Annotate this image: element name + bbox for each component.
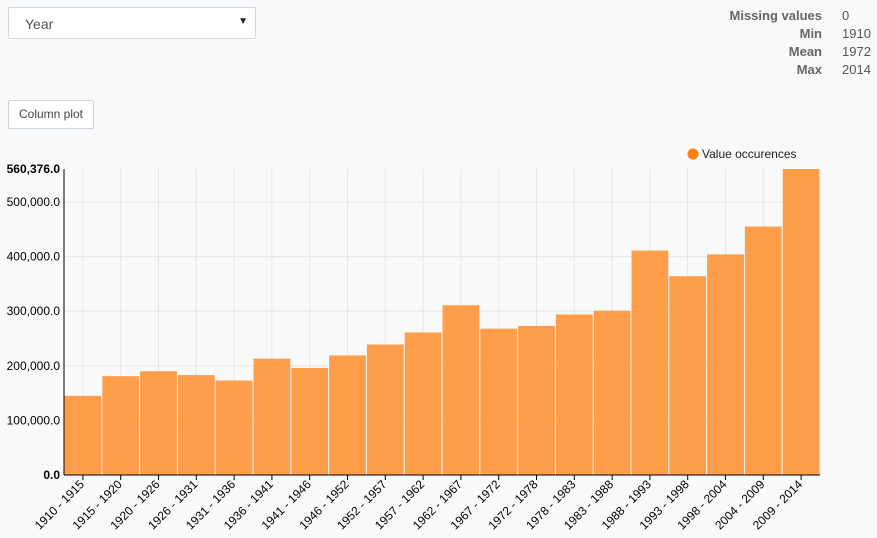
bar[interactable] bbox=[707, 254, 744, 475]
bar[interactable] bbox=[366, 344, 404, 475]
bar[interactable] bbox=[669, 276, 707, 475]
stat-value: 1910 bbox=[842, 26, 871, 41]
stat-value: 0 bbox=[842, 8, 850, 23]
bar[interactable] bbox=[329, 355, 366, 475]
bar[interactable] bbox=[744, 226, 782, 475]
column-stats: Missing values 0 Min 1910 Mean 1972 Max … bbox=[730, 7, 871, 79]
y-tick-label: 0.0 bbox=[43, 468, 60, 482]
y-axis-labels: 0.0 100,000.0 200,000.0 300,000.0 400,000.0 5… bbox=[7, 162, 61, 482]
bar[interactable] bbox=[253, 358, 291, 475]
stat-row-missing-values: Missing values 0 bbox=[730, 7, 870, 25]
histogram-chart: 0.0 100,000.0 200,000.0 300,000.0 400,000.0 5… bbox=[7, 147, 820, 532]
chart-grid bbox=[64, 169, 820, 475]
y-tick-label: 200,000.0 bbox=[7, 359, 61, 373]
stat-label: Min bbox=[799, 26, 822, 41]
chevron-down-icon: ▼ bbox=[238, 16, 248, 27]
bar[interactable] bbox=[782, 169, 820, 475]
bar[interactable] bbox=[404, 332, 442, 475]
y-tick-label: 400,000.0 bbox=[7, 250, 61, 264]
y-tick-label: 100,000.0 bbox=[7, 413, 61, 427]
stat-row-min: Min 1910 bbox=[730, 25, 871, 43]
column-plot-button[interactable]: Column plot bbox=[8, 100, 94, 129]
stat-label: Mean bbox=[788, 44, 822, 59]
chart-bars bbox=[64, 169, 820, 475]
chart-legend[interactable]: Value occurences bbox=[687, 147, 797, 161]
column-select-value: Year bbox=[25, 16, 54, 32]
bar[interactable] bbox=[593, 310, 631, 475]
bar[interactable] bbox=[215, 380, 253, 475]
legend-label: Value occurences bbox=[702, 147, 797, 161]
stat-row-mean: Mean 1972 bbox=[730, 43, 871, 61]
bar[interactable] bbox=[291, 367, 329, 475]
bar[interactable] bbox=[64, 395, 102, 475]
bar[interactable] bbox=[140, 371, 177, 475]
y-tick-label: 300,000.0 bbox=[7, 304, 61, 318]
stat-value: 2014 bbox=[842, 62, 871, 77]
bar[interactable] bbox=[480, 328, 518, 475]
legend-swatch bbox=[687, 148, 699, 160]
column-select[interactable]: Year ▼ bbox=[8, 7, 256, 39]
stat-label: Max bbox=[796, 62, 822, 77]
bar[interactable] bbox=[518, 325, 555, 475]
bar[interactable] bbox=[102, 376, 140, 475]
bar[interactable] bbox=[442, 305, 480, 475]
stat-row-max: Max 2014 bbox=[730, 61, 871, 79]
bar[interactable] bbox=[631, 250, 669, 475]
y-max-label: 560,376.0 bbox=[7, 162, 61, 176]
stat-label: Missing values bbox=[729, 8, 822, 23]
bar[interactable] bbox=[177, 375, 215, 475]
chart-axes bbox=[63, 169, 820, 480]
stat-value: 1972 bbox=[842, 44, 871, 59]
y-tick-label: 500,000.0 bbox=[7, 195, 61, 209]
bar[interactable] bbox=[555, 314, 593, 475]
